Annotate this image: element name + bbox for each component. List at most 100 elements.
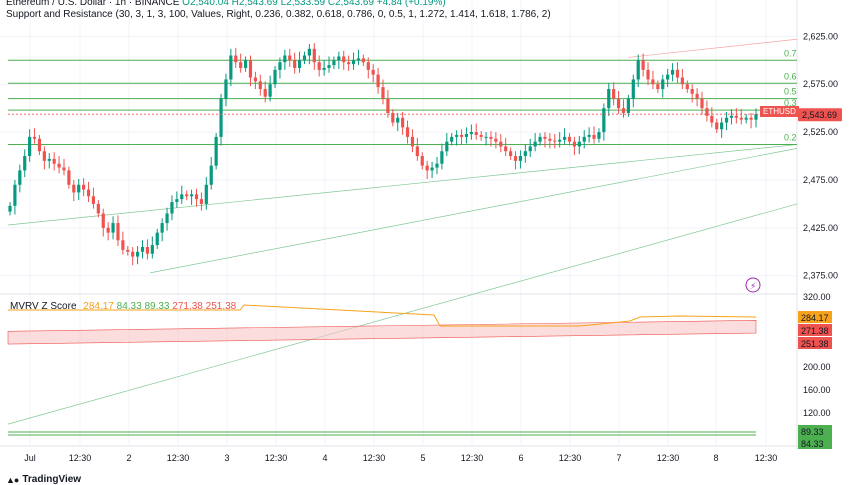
candle-body [577,141,581,147]
candle-body [185,194,189,197]
candle-body [455,134,459,137]
candle-body [52,158,56,164]
candle-body [327,65,331,68]
candle-body [356,58,361,61]
candle-body [337,56,341,61]
candle-body [479,134,483,137]
time-axis-label: 12:30 [363,453,386,463]
candle-body [32,136,37,139]
candle-body [401,117,405,128]
fib-level-label: 0.6 [784,71,797,81]
candle-body [18,170,22,185]
time-axis-label: 7 [616,453,621,463]
mvrv-name: MVRV Z Score [10,301,77,312]
candle-body [474,132,478,135]
candle-body [62,167,66,171]
price-tag-box [798,108,842,122]
candle-body [273,69,277,85]
candle-body [489,136,493,139]
candle-body [23,156,27,171]
time-axis-label: 12:30 [265,453,288,463]
candle-body [67,170,71,185]
candle-body [170,202,174,214]
time-axis-label: 2 [126,453,131,463]
candle-body [293,60,297,68]
candle-body [494,138,498,142]
candle-body [351,60,356,65]
mvrv-value-tag-label: 84.33 [801,439,824,449]
candle-body [410,136,415,147]
candle-body [278,62,282,70]
candle-body [381,87,385,99]
price-axis-label: 2,525.00 [803,127,838,137]
candle-body [209,165,213,185]
candle-body [670,69,675,75]
candle-body [499,141,503,147]
candle-body [705,108,709,116]
candle-body [700,98,704,109]
candle-body [440,151,444,164]
candle-body [509,151,513,157]
time-axis-label: 12:30 [657,453,680,463]
candle-body [342,56,346,63]
alert-icon [745,277,761,293]
candle-body [258,81,262,90]
candle-body [165,213,169,224]
candle-body [754,114,758,120]
tradingview-logo-icon: ▲● [6,474,19,485]
mvrv-value-2: 84.33 [116,301,142,312]
candle-body [744,117,748,120]
mvrv-axis-label: 160.00 [803,385,831,395]
candle-body [621,108,626,113]
trendline [149,148,798,274]
candle-body [199,199,204,204]
candle-body [371,69,375,75]
candle-body [243,60,248,68]
price-axis-label: 2,475.00 [803,175,838,185]
candle-body [391,112,395,123]
candle-body [106,227,110,233]
candle-body [445,141,449,152]
time-axis-label: 4 [322,453,327,463]
candle-body [430,167,434,171]
trendline [7,203,798,425]
candle-body [268,84,272,97]
candle-body [587,134,591,137]
candle-body [126,249,130,252]
candle-body [204,184,208,204]
indicator-legend-mvrv[interactable]: MVRV Z Score 284.17 84.33 89.33 271.38 2… [10,301,236,312]
candle-body [464,134,469,137]
chart-header-line1: Ethereum / U.S. Dollar · 1h · BINANCE O2… [6,0,446,8]
candle-body [415,146,419,157]
candle-body [263,89,267,97]
candle-body [175,199,179,202]
symbol-tag: ETHUSD [760,106,799,117]
candle-body [376,74,380,88]
mvrv-value-tag [798,437,832,449]
price-tag-label: 2,543.69 [802,110,837,120]
indicator-legend-sr[interactable]: Support and Resistance (30, 3, 1, 3, 100… [6,9,551,20]
candle-body [435,163,439,168]
price-axis-label: 2,575.00 [803,79,838,89]
ohlc-values: O2,540.04 H2,543.69 L2,533.59 C2,543.69 … [182,0,446,8]
mvrv-axis-label: 320.00 [803,292,831,302]
candle-body [28,136,32,157]
candle-body [567,136,572,142]
symbol-title[interactable]: Ethereum / U.S. Dollar · 1h · BINANCE [6,0,180,8]
mvrv-value-tag [798,324,832,336]
candle-body [553,140,557,142]
candle-body [13,184,17,206]
candle-body [101,213,105,228]
candle-body [562,136,567,140]
time-axis-label: 12:30 [559,453,582,463]
candle-body [180,194,184,200]
mvrv-value-1: 284.17 [83,301,114,312]
candle-body [602,108,606,133]
candle-body [597,132,601,139]
candle-body [533,141,537,147]
tradingview-logo[interactable]: ▲● TradingView [6,474,81,485]
candle-body [361,58,365,63]
candle-body [523,151,527,157]
candle-body [386,98,390,113]
